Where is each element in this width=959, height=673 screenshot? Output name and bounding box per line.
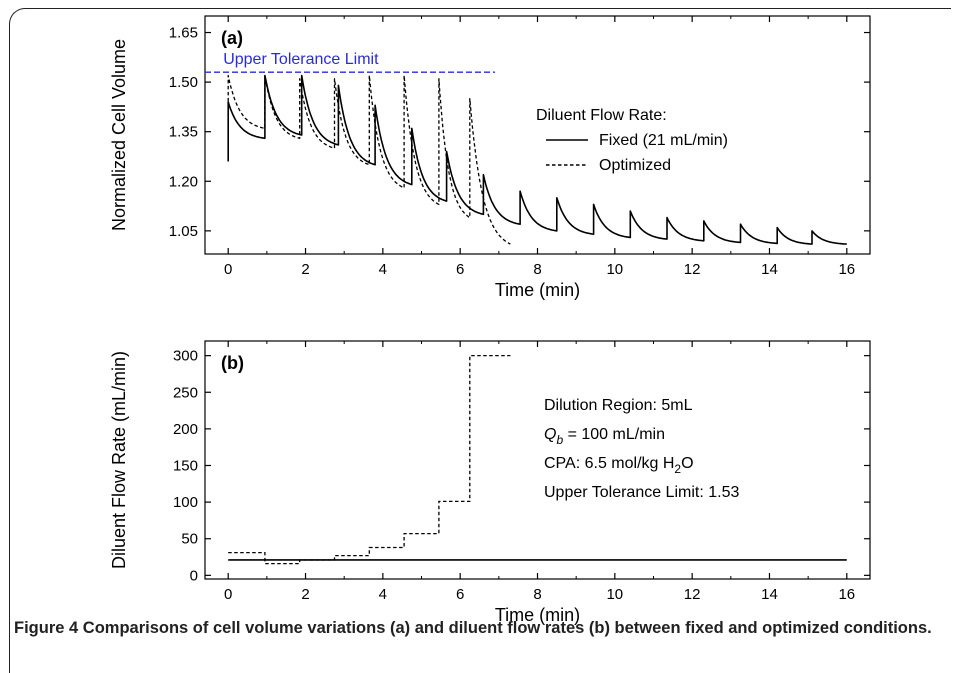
- panel-a-chart: 0 2 4 6 8 10 12 14 16 1.05 1.20 1.35 1.50 1.65 Time (m…: [109, 15, 871, 300]
- y-tick-label: 300: [173, 348, 198, 365]
- x-tick-label: 6: [456, 261, 464, 278]
- x-tick-label: 16: [838, 261, 855, 278]
- y-tick-label: 1.05: [169, 223, 198, 240]
- x-tick-label: 8: [533, 261, 541, 278]
- x-tick-label: 10: [606, 586, 623, 603]
- x-tick-label: 12: [684, 586, 701, 603]
- series-optimized-line: [228, 354, 511, 565]
- x-tick-label: 16: [838, 586, 855, 603]
- legend-label: Optimized: [599, 157, 671, 174]
- x-tick-label: 2: [301, 261, 309, 278]
- x-tick-label: 4: [379, 586, 387, 603]
- y-tick-label: 0: [190, 567, 198, 584]
- legend-title: Diluent Flow Rate:: [536, 107, 667, 124]
- x-axis-label: Time (min): [495, 280, 580, 300]
- x-tick-label: 14: [761, 586, 778, 603]
- x-tick-label: 8: [533, 586, 541, 603]
- panel-label: (a): [221, 28, 243, 48]
- annotation-text: CPA: 6.5 mol/kg H2O: [544, 455, 694, 476]
- series-optimized-line: [227, 74, 511, 245]
- y-tick-label: 100: [173, 494, 198, 511]
- x-tick-label: 0: [224, 586, 232, 603]
- y-tick-label: 1.50: [169, 74, 198, 91]
- y-tick-label: 50: [181, 531, 198, 548]
- y-axis-label: Diluent Flow Rate (mL/min): [109, 351, 129, 569]
- y-axis-label: Normalized Cell Volume: [109, 39, 129, 231]
- x-tick-label: 2: [301, 586, 309, 603]
- annotation-text: Qb = 100 mL/min: [544, 426, 665, 447]
- x-tick-label: 10: [606, 261, 623, 278]
- caption-text: Comparisons of cell volume variations (a…: [82, 619, 932, 637]
- panel-label: (b): [221, 353, 244, 373]
- legend-label: Fixed (21 mL/min): [599, 132, 728, 149]
- figure-caption: Figure 4 Comparisons of cell volume vari…: [14, 617, 944, 640]
- figure-frame: [9, 8, 951, 673]
- y-tick-label: 1.65: [169, 25, 198, 42]
- x-tick-label: 0: [224, 261, 232, 278]
- y-tick-label: 150: [173, 457, 198, 474]
- x-axis-label: Time (min): [495, 605, 580, 625]
- y-tick-label: 1.20: [169, 173, 198, 190]
- x-tick-label: 12: [684, 261, 701, 278]
- y-tick-label: 250: [173, 384, 198, 401]
- annotation-text: Dilution Region: 5mL: [544, 397, 693, 414]
- x-tick-label: 14: [761, 261, 778, 278]
- y-tick-label: 200: [173, 421, 198, 438]
- upper-tolerance-label: Upper Tolerance Limit: [223, 51, 379, 68]
- x-tick-label: 4: [379, 261, 387, 278]
- series-fixed-line: [227, 74, 847, 245]
- caption-label: Figure 4: [14, 619, 79, 637]
- plot-frame: [204, 340, 871, 580]
- annotation-text: Upper Tolerance Limit: 1.53: [544, 484, 739, 501]
- y-tick-label: 1.35: [169, 124, 198, 141]
- x-tick-label: 6: [456, 586, 464, 603]
- panel-b-chart: 0 2 4 6 8 10 12 14 16 0 50 100 150 200 250 300 Time (min…: [109, 340, 871, 625]
